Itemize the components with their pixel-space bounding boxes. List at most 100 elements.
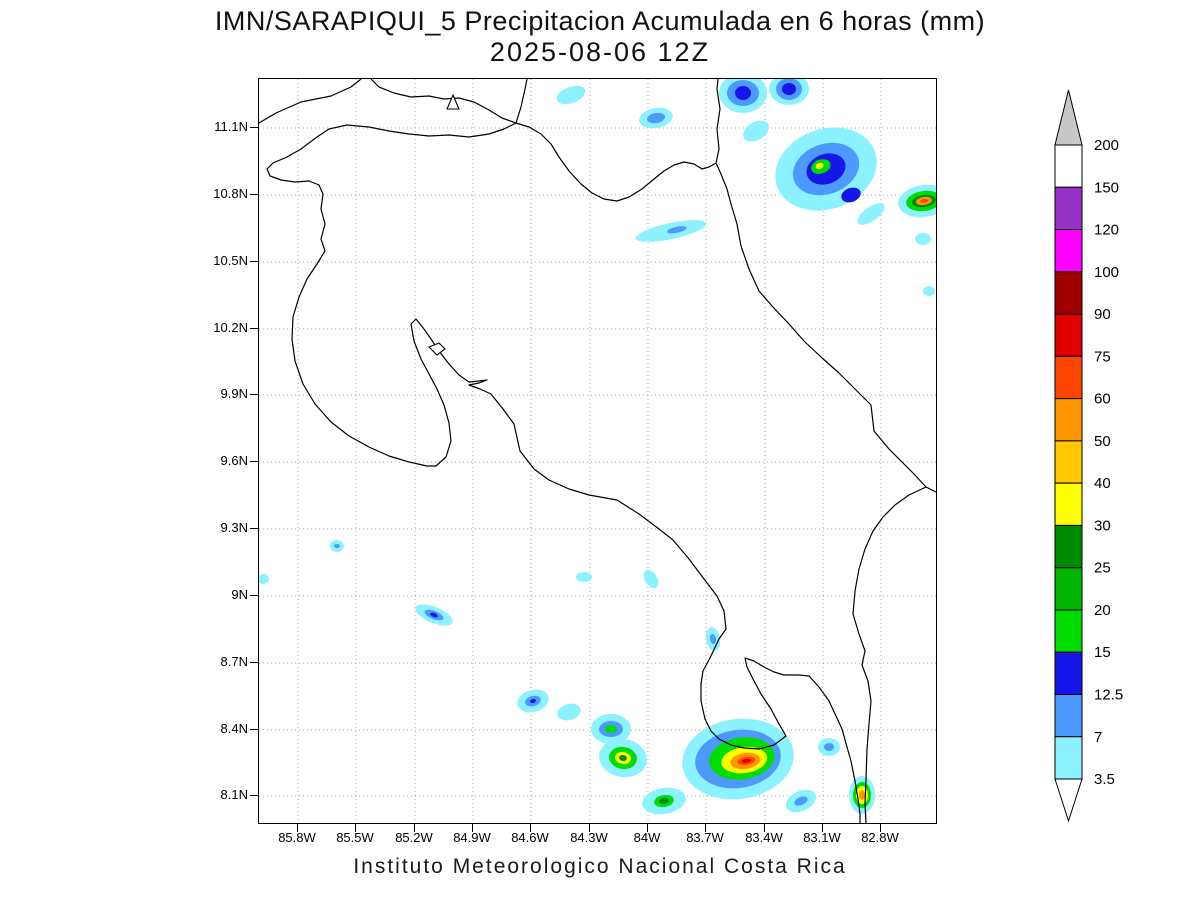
colorbar-segment xyxy=(1054,694,1083,738)
colorbar-segment xyxy=(1054,524,1083,569)
lat-tick-label: 9.9N xyxy=(220,386,248,401)
lon-tick-label: 84W xyxy=(633,830,661,845)
lat-tick-mark xyxy=(250,528,258,529)
lat-tick-mark xyxy=(250,194,258,195)
colorbar-arrow-bottom xyxy=(1054,778,1083,823)
lon-tick-mark xyxy=(472,824,473,832)
coastline-path xyxy=(266,136,861,823)
colorbar-segment xyxy=(1054,651,1083,696)
precip-cell xyxy=(923,286,935,296)
lon-tick-mark xyxy=(414,824,415,832)
lon-tick-mark xyxy=(705,824,706,832)
lat-tick-label: 10.2N xyxy=(213,320,248,335)
lon-tick-mark xyxy=(355,824,356,832)
colorbar-tick-label: 40 xyxy=(1094,475,1111,492)
coastline-path xyxy=(370,79,528,124)
colorbar-tick-label: 75 xyxy=(1094,348,1111,365)
lat-tick-mark xyxy=(250,461,258,462)
colorbar-segment xyxy=(1054,313,1083,357)
colorbar-tick-label: 30 xyxy=(1094,517,1111,534)
colorbar-tick-label: 15 xyxy=(1094,644,1111,661)
lat-tick-mark xyxy=(250,328,258,329)
lon-tick-label: 83.1W xyxy=(803,830,841,845)
lat-tick-mark xyxy=(250,127,258,128)
lat-tick-label: 9.6N xyxy=(220,453,248,468)
plot-datetime: 2025-08-06 12Z xyxy=(489,37,711,67)
colorbar: 200 150 120 100 90 75 60 50 40 30 25 20 15 12.5 7 3.5 xyxy=(1054,89,1123,823)
precip-cell xyxy=(719,79,767,113)
colorbar-arrow-top xyxy=(1054,89,1083,146)
precip-cell xyxy=(682,718,794,800)
precip-cell xyxy=(642,787,686,815)
precip-cell xyxy=(635,220,707,242)
lat-tick-mark xyxy=(250,394,258,395)
lon-tick-label: 84.3W xyxy=(570,830,608,845)
colorbar-tick-label: 90 xyxy=(1094,306,1111,323)
lat-tick-label: 11.1N xyxy=(214,119,248,134)
plot-title: IMN/SARAPIQUI_5 Precipitacion Acumulada … xyxy=(214,6,986,36)
precip-cell xyxy=(743,120,769,142)
precip-cell xyxy=(259,574,269,584)
lat-tick-label: 10.8N xyxy=(213,186,248,201)
lat-tick-label: 10.5N xyxy=(213,253,248,268)
coastline-path xyxy=(715,79,721,164)
lon-tick-label: 85.2W xyxy=(395,830,433,845)
island-outline xyxy=(428,342,446,356)
coastline-path xyxy=(852,486,927,823)
colorbar-tick-label: 50 xyxy=(1094,433,1111,450)
colorbar-tick-label: 3.5 xyxy=(1094,771,1115,788)
lat-tick-mark xyxy=(250,261,258,262)
colorbar-segment xyxy=(1054,186,1083,231)
colorbar-segment xyxy=(1054,229,1083,273)
lon-tick-label: 82.8W xyxy=(861,830,899,845)
precip-cell xyxy=(557,703,581,721)
coastline-path xyxy=(316,122,717,202)
precip-cell xyxy=(330,540,344,552)
lon-tick-mark xyxy=(764,824,765,832)
island-outline xyxy=(446,93,460,110)
colorbar-tick-label: 7 xyxy=(1094,729,1102,746)
precip-cell xyxy=(841,187,861,203)
colorbar-segment xyxy=(1054,567,1083,611)
colorbar-tick-label: 25 xyxy=(1094,560,1111,577)
lon-tick-label: 84.9W xyxy=(453,830,491,845)
coastline-path xyxy=(259,79,362,124)
lon-tick-mark xyxy=(297,824,298,832)
precip-cell xyxy=(849,776,875,814)
lat-tick-label: 9.3N xyxy=(220,520,248,535)
map-canvas xyxy=(259,79,936,823)
lat-tick-mark xyxy=(250,595,258,596)
precip-cell xyxy=(517,689,549,713)
colorbar-tick-label: 100 xyxy=(1094,264,1119,281)
colorbar-segment xyxy=(1054,482,1083,526)
lon-tick-mark xyxy=(880,824,881,832)
precip-cell xyxy=(898,184,936,218)
precip-cell xyxy=(857,203,885,225)
colorbar-segment xyxy=(1054,144,1083,188)
lon-tick-label: 83.4W xyxy=(745,830,783,845)
precip-cell xyxy=(639,107,673,129)
lon-tick-mark xyxy=(822,824,823,832)
precip-cell xyxy=(769,79,809,105)
precip-cell xyxy=(576,572,592,582)
lon-tick-mark xyxy=(589,824,590,832)
lat-tick-label: 8.1N xyxy=(220,787,248,802)
coastline-path xyxy=(715,162,936,493)
colorbar-tick-label: 60 xyxy=(1094,391,1111,408)
precip-cell xyxy=(415,604,453,626)
lon-tick-label: 85.8W xyxy=(278,830,316,845)
lat-tick-label: 9N xyxy=(231,587,248,602)
precip-cell xyxy=(785,789,817,813)
lat-tick-label: 8.7N xyxy=(220,654,248,669)
map-frame xyxy=(258,78,937,824)
colorbar-tick-label: 120 xyxy=(1094,222,1119,239)
precip-cell xyxy=(556,85,586,105)
colorbar-tick-label: 12.5 xyxy=(1094,687,1123,704)
colorbar-segment xyxy=(1054,355,1083,400)
colorbar-segment xyxy=(1054,271,1083,315)
lon-tick-label: 83.7W xyxy=(686,830,724,845)
lat-tick-mark xyxy=(250,795,258,796)
precip-cell xyxy=(643,569,659,589)
precip-cell xyxy=(591,714,631,744)
precip-cell xyxy=(599,738,647,778)
